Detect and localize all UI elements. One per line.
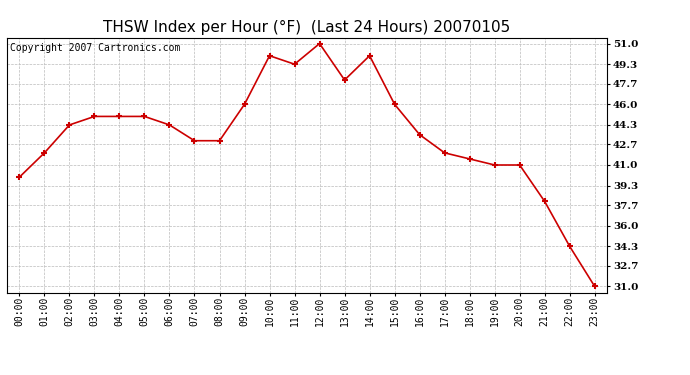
Title: THSW Index per Hour (°F)  (Last 24 Hours) 20070105: THSW Index per Hour (°F) (Last 24 Hours)… xyxy=(104,20,511,35)
Text: Copyright 2007 Cartronics.com: Copyright 2007 Cartronics.com xyxy=(10,43,180,52)
